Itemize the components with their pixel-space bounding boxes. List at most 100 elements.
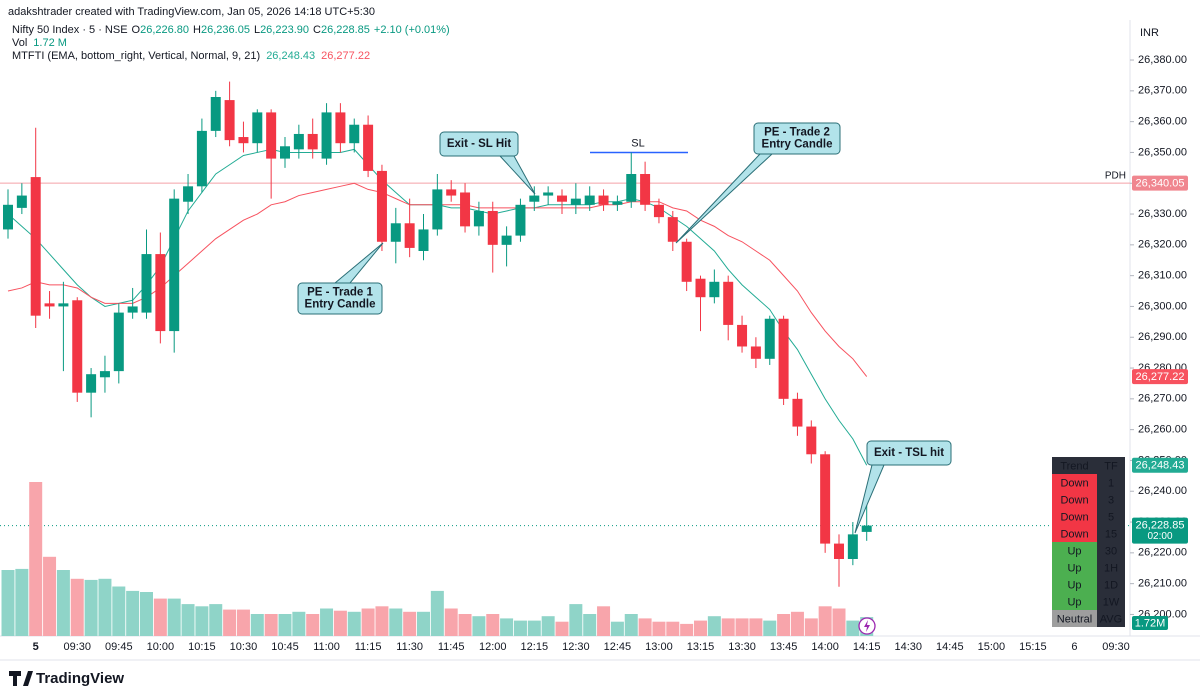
- candle-body: [363, 124, 374, 171]
- candle-body: [224, 100, 235, 141]
- candle-body: [834, 543, 844, 559]
- axes: 26,200.0026,210.0026,220.0026,230.0026,2…: [33, 54, 1188, 653]
- x-tick-label: 13:45: [770, 641, 798, 653]
- ohlc-value: 26,236.05: [201, 24, 250, 36]
- candle-body: [280, 146, 290, 159]
- candle-body: [141, 254, 152, 313]
- y-tick-label: 26,240.00: [1138, 485, 1187, 497]
- pdh-label: PDH: [1105, 171, 1126, 182]
- table-tf: 1W: [1103, 596, 1120, 608]
- table-tf-cell: [1097, 508, 1125, 525]
- volume-bar: [638, 618, 652, 636]
- candle-body: [432, 189, 443, 230]
- volume-bar: [167, 598, 181, 636]
- table-trend: Up: [1067, 562, 1081, 574]
- candle-body: [335, 112, 346, 144]
- table-tf-cell: [1097, 542, 1125, 559]
- candle-body: [266, 112, 277, 159]
- change: +2.10 (+0.01%): [374, 24, 450, 36]
- table-trend-cell: [1052, 576, 1097, 593]
- callout-box: [753, 122, 841, 155]
- callout-text: Exit - SL Hit: [447, 138, 511, 150]
- callout-text: PE - Trade 2: [764, 127, 830, 139]
- volume-badge: [1132, 616, 1168, 630]
- volume-bar: [1, 570, 15, 636]
- candle-body: [598, 195, 609, 205]
- candle-body: [307, 133, 318, 150]
- volume-badge-label: 1.72M: [1135, 617, 1166, 629]
- last-price-badge: [1132, 517, 1188, 544]
- x-tick-label: 12:00: [479, 641, 507, 653]
- candle-body: [612, 201, 623, 205]
- x-tick-label: 10:30: [230, 641, 258, 653]
- candle-body: [16, 195, 27, 208]
- volume-bar: [513, 620, 527, 636]
- x-tick-label: 5: [33, 641, 39, 653]
- x-tick-label: 13:00: [645, 641, 673, 653]
- volume-bar: [292, 611, 306, 636]
- volume-bar: [624, 614, 638, 636]
- x-tick-label: 10:15: [188, 641, 216, 653]
- candle-body: [30, 177, 41, 316]
- candle-body: [792, 398, 803, 427]
- y-tick-label: 26,220.00: [1138, 547, 1187, 559]
- candle-body: [127, 306, 138, 313]
- volume-bar: [15, 568, 29, 636]
- ema-badge: [1132, 457, 1188, 473]
- table-trend: Down: [1060, 494, 1088, 506]
- ema-badge-label: 26,277.22: [1136, 371, 1185, 383]
- candle-body: [695, 278, 706, 298]
- volume-bar: [375, 606, 389, 636]
- ohlc-value: 26,223.90: [260, 24, 309, 36]
- volume-bar: [555, 621, 569, 636]
- x-tick-label: 11:45: [438, 641, 465, 653]
- candle-body: [58, 303, 69, 307]
- table-tf: 1D: [1104, 579, 1118, 591]
- candle-body: [418, 229, 429, 251]
- volume-bar: [320, 608, 334, 636]
- y-tick-label: 26,320.00: [1138, 239, 1187, 251]
- volume-bar: [610, 621, 624, 636]
- ohlc-value: 26,228.85: [321, 24, 370, 36]
- x-tick-label: 6: [1071, 641, 1077, 653]
- table-trend: Down: [1060, 528, 1088, 540]
- table-tf-cell: [1097, 610, 1125, 627]
- candle-body: [44, 303, 55, 307]
- volume-bar: [444, 608, 458, 636]
- y-tick-label: 26,350.00: [1138, 146, 1187, 158]
- candle-body: [460, 192, 471, 227]
- volume-bar: [735, 618, 749, 636]
- candle-body: [861, 525, 872, 532]
- table-trend: Up: [1067, 596, 1081, 608]
- x-tick-label: 09:30: [1102, 641, 1130, 653]
- y-tick-label: 26,370.00: [1138, 85, 1187, 97]
- y-tick-label: 26,270.00: [1138, 393, 1187, 405]
- x-tick-label: 14:00: [811, 641, 839, 653]
- volume-bar: [403, 611, 417, 636]
- candle-body: [155, 254, 166, 332]
- candle-body: [515, 204, 526, 236]
- table-header: TF: [1104, 460, 1118, 472]
- volume-bar: [250, 614, 264, 636]
- last-price-badge-countdown: 02:00: [1147, 531, 1172, 542]
- x-tick-label: 14:30: [894, 641, 922, 653]
- table-trend-cell: [1052, 542, 1097, 559]
- table-trend-cell: [1052, 593, 1097, 610]
- callout-text: Exit - TSL hit: [874, 447, 944, 459]
- x-tick-label: 13:15: [687, 641, 715, 653]
- volume-bar: [84, 579, 98, 636]
- volume-bar: [818, 606, 832, 636]
- volume-bar: [541, 616, 555, 636]
- pdh-badge: [1132, 175, 1188, 191]
- callout-box: [297, 282, 383, 315]
- x-tick-label: 09:30: [63, 641, 91, 653]
- volume-bar: [583, 614, 597, 636]
- y-tick-label: 26,300.00: [1138, 300, 1187, 312]
- table-header: Trend: [1060, 460, 1088, 472]
- table-tf-cell: [1097, 576, 1125, 593]
- y-tick-label: 26,380.00: [1138, 54, 1187, 66]
- candle-body: [820, 454, 831, 544]
- indicator-value: 26,248.43: [266, 50, 315, 62]
- volume-bar: [347, 611, 361, 636]
